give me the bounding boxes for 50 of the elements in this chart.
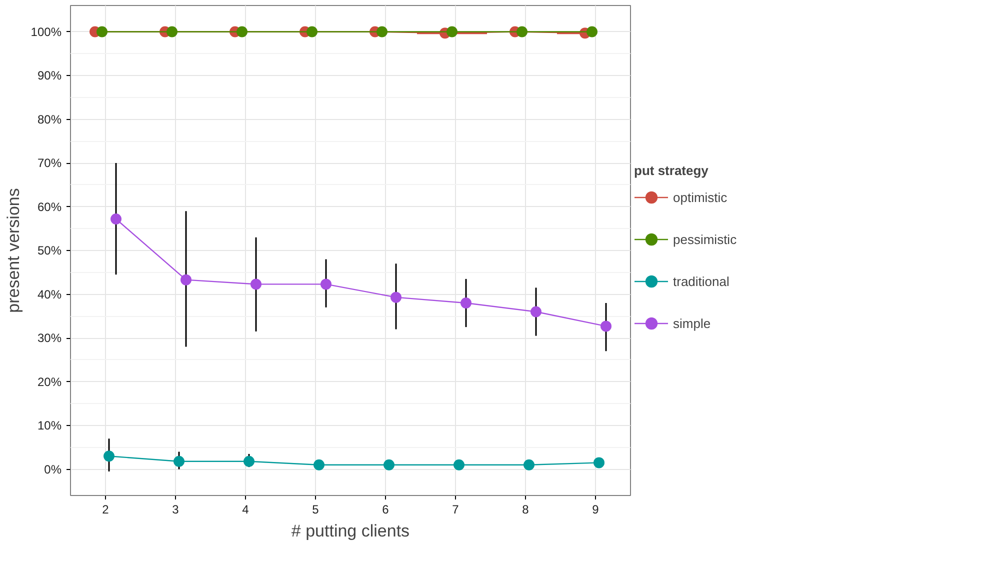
point [314, 459, 324, 470]
y-tick-label: 80% [37, 112, 62, 126]
x-tick-label: 8 [522, 502, 530, 516]
x-tick-label: 9 [592, 502, 600, 516]
y-tick-label: 100% [30, 24, 62, 39]
y-axis-title: present versions [4, 188, 23, 313]
point [250, 278, 262, 290]
point [524, 459, 534, 470]
point [244, 456, 254, 467]
x-tick-label: 6 [382, 502, 390, 516]
point [104, 450, 114, 462]
x-tick-label: 2 [102, 502, 110, 516]
y-tick-label: 70% [37, 156, 62, 170]
x-tick-label: 4 [242, 502, 250, 516]
y-tick-label: 90% [37, 68, 62, 82]
y-tick-label: 20% [37, 374, 62, 389]
legend-label: traditional [673, 274, 730, 288]
y-tick-label: 0% [44, 462, 62, 476]
x-tick-label: 5 [312, 502, 320, 516]
point [600, 320, 612, 332]
legend-title: put strategy [634, 163, 710, 178]
point [586, 26, 598, 38]
y-tick-label: 30% [37, 331, 62, 345]
y-tick-label: 60% [37, 200, 62, 214]
point [320, 278, 332, 290]
point [594, 457, 604, 468]
x-tick-label: 7 [452, 502, 460, 516]
point [236, 26, 248, 38]
point [530, 306, 542, 318]
y-tick-label: 10% [37, 418, 62, 432]
point [110, 214, 122, 224]
x-axis-title: # putting clients [291, 522, 410, 540]
point [376, 26, 388, 38]
point [384, 459, 394, 470]
point [390, 292, 402, 303]
legend-label: pessimistic [673, 232, 737, 246]
point [446, 26, 458, 38]
legend-label: optimistic [673, 190, 728, 204]
point [174, 456, 184, 467]
x-tick-label: 3 [172, 502, 180, 516]
y-tick-label: 40% [37, 287, 62, 302]
y-tick-label: 50% [37, 244, 62, 258]
legend-label: simple [673, 316, 711, 330]
point [516, 26, 528, 38]
point [454, 459, 464, 470]
point [180, 274, 192, 286]
point [306, 26, 318, 38]
point [166, 26, 178, 38]
point [96, 26, 108, 38]
point [460, 298, 472, 308]
